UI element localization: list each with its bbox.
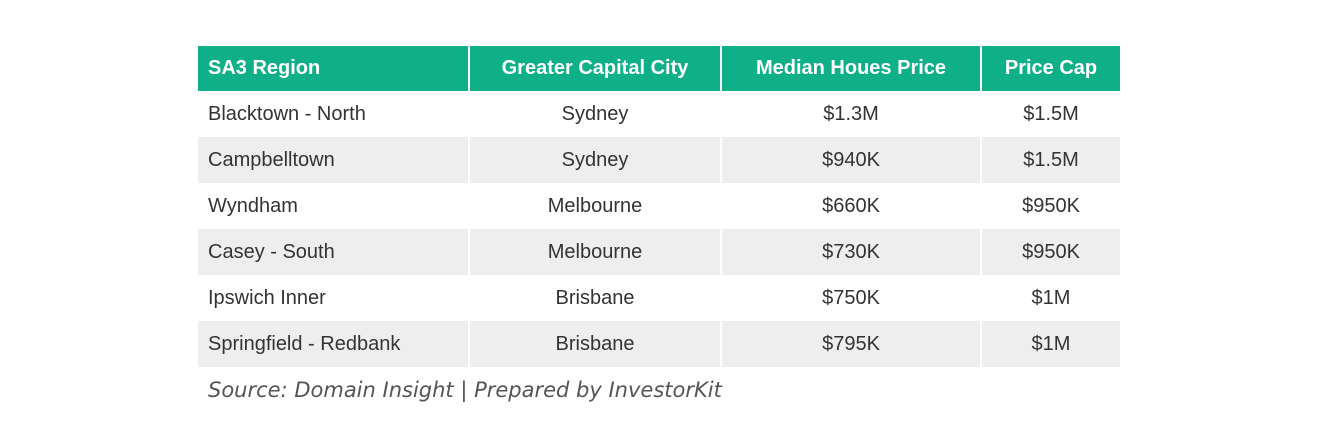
cell-region: Campbelltown xyxy=(198,137,468,183)
table-row: Campbelltown Sydney $940K $1.5M xyxy=(198,137,1120,183)
cell-median-price: $660K xyxy=(720,183,980,229)
cell-median-price: $940K xyxy=(720,137,980,183)
cell-price-cap: $950K xyxy=(980,183,1120,229)
header-sa3-region: SA3 Region xyxy=(198,46,468,91)
cell-city: Sydney xyxy=(468,91,720,137)
table-row: Springfield - Redbank Brisbane $795K $1M xyxy=(198,321,1120,367)
cell-median-price: $730K xyxy=(720,229,980,275)
cell-median-price: $1.3M xyxy=(720,91,980,137)
cell-median-price: $750K xyxy=(720,275,980,321)
cell-city: Melbourne xyxy=(468,183,720,229)
cell-price-cap: $1.5M xyxy=(980,91,1120,137)
cell-region: Wyndham xyxy=(208,194,298,217)
cell-region: Springfield - Redbank xyxy=(198,321,468,367)
cell-city: Brisbane xyxy=(468,275,720,321)
cell-city: Melbourne xyxy=(468,229,720,275)
cell-price-cap: $1M xyxy=(980,321,1120,367)
table-row: Casey - South Melbourne $730K $950K xyxy=(198,229,1120,275)
cell-price-cap: $1M xyxy=(980,275,1120,321)
table-row: Wyndham Melbourne $660K $950K xyxy=(198,183,1120,229)
cell-region: Casey - South xyxy=(198,229,468,275)
table-header-row: SA3 Region Greater Capital City Median H… xyxy=(198,46,1120,91)
table-row: Ipswich Inner Brisbane $750K $1M xyxy=(198,275,1120,321)
header-greater-capital-city: Greater Capital City xyxy=(468,46,720,91)
cell-city: Sydney xyxy=(468,137,720,183)
cell-price-cap: $950K xyxy=(980,229,1120,275)
source-caption: Source: Domain Insight | Prepared by Inv… xyxy=(208,378,722,402)
price-cap-table: SA3 Region Greater Capital City Median H… xyxy=(198,46,1120,367)
cell-region: Blacktown - North xyxy=(208,102,366,125)
header-price-cap: Price Cap xyxy=(980,46,1120,91)
cell-price-cap: $1.5M xyxy=(980,137,1120,183)
cell-median-price: $795K xyxy=(720,321,980,367)
table-row: Blacktown - North Sydney $1.3M $1.5M xyxy=(198,91,1120,137)
cell-city: Brisbane xyxy=(468,321,720,367)
header-median-house-price: Median Houes Price xyxy=(720,46,980,91)
cell-region: Ipswich Inner xyxy=(208,286,326,309)
